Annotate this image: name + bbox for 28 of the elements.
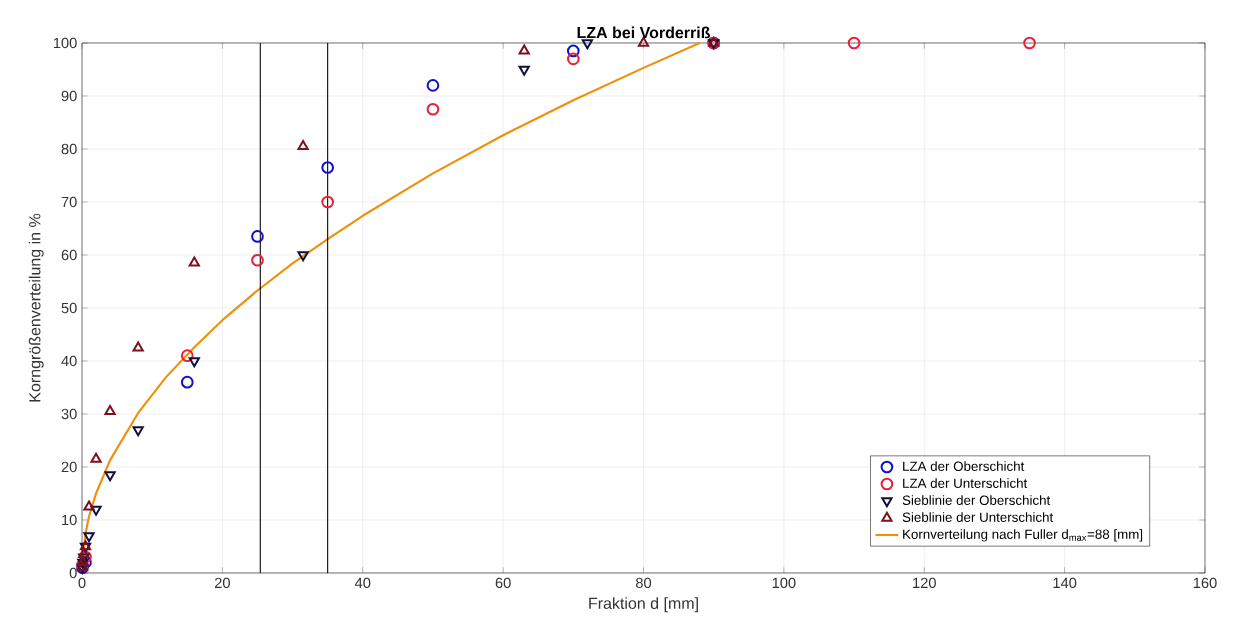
legend-label: Sieblinie der Oberschicht	[902, 495, 1051, 505]
x-tick-label: 160	[1193, 577, 1217, 589]
y-tick-label: 100	[53, 37, 77, 49]
y-tick-label: 40	[61, 355, 77, 367]
y-tick-label: 10	[62, 514, 77, 526]
x-tick-label: 100	[772, 577, 796, 589]
y-tick-label: 60	[61, 249, 77, 261]
legend-label: Kornverteilung nach Fuller d$_{max}$=88 [mm]	[903, 529, 1143, 542]
x-axis-title: Fraktion d [mm]	[589, 597, 698, 613]
x-tick-label: 40	[354, 577, 371, 589]
y-tick-label: 80	[61, 143, 77, 155]
y-tick-label: 70	[61, 196, 77, 208]
x-tick-label: 60	[495, 577, 511, 589]
legend-label: LZA der Unterschicht	[903, 478, 1028, 488]
x-tick-label: 0	[78, 577, 86, 589]
x-tick-label: 80	[635, 577, 652, 589]
y-tick-label: 30	[61, 408, 77, 420]
y-axis-title: Korngrößenverteilung in %	[28, 213, 44, 402]
legend-label: LZA der Oberschicht	[903, 461, 1025, 471]
x-tick-label: 20	[214, 577, 230, 589]
x-tick-label: 140	[1053, 577, 1077, 589]
legend-label: Sieblinie der Unterschicht	[902, 512, 1054, 522]
chart-title: LZA bei Vorderriß	[577, 26, 711, 39]
y-tick-label: 20	[61, 461, 77, 473]
y-tick-label: 50	[61, 302, 77, 314]
y-tick-label: 90	[61, 90, 77, 102]
x-tick-label: 120	[913, 577, 936, 589]
y-tick-label: 0	[69, 567, 77, 579]
